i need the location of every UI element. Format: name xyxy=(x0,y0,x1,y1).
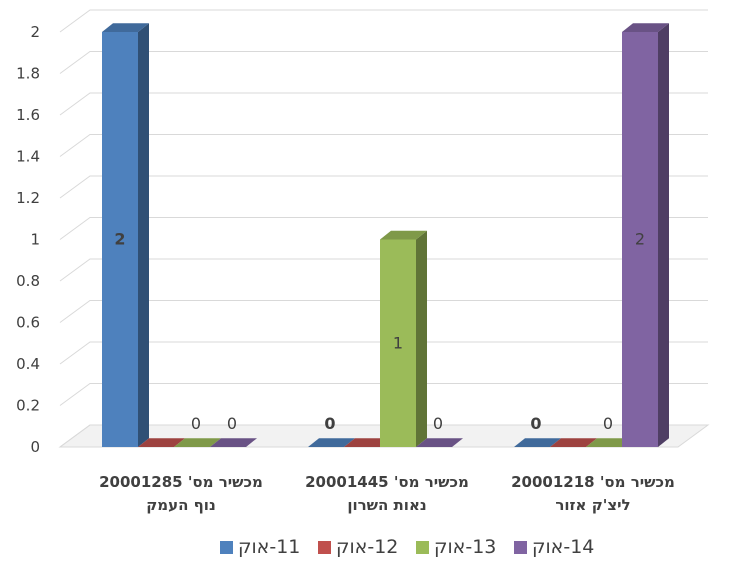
bar: 0 xyxy=(210,414,257,447)
bar: 0 xyxy=(416,414,463,447)
legend-label: 11-אוק xyxy=(238,536,300,558)
bar-top xyxy=(344,438,391,447)
y-tick-label: 0.6 xyxy=(16,314,40,332)
bar-top xyxy=(380,230,427,240)
x-category-label: נוף העמק xyxy=(146,496,216,514)
y-tick-label: 1.6 xyxy=(16,106,40,124)
gridline xyxy=(59,383,708,406)
gridline xyxy=(59,300,708,323)
data-label: 1 xyxy=(393,333,403,352)
data-label: 2 xyxy=(635,230,645,249)
y-tick-label: 0.8 xyxy=(16,272,40,290)
x-category-label: מכשיר מס' 20001285 xyxy=(99,473,263,491)
data-label: 0 xyxy=(603,414,613,433)
gridline xyxy=(59,341,708,365)
x-category-label: ליצ'ק אזור xyxy=(555,496,630,514)
gridline xyxy=(59,134,708,157)
y-tick-label: 0.4 xyxy=(16,355,40,373)
y-tick-label: 0.2 xyxy=(16,397,40,415)
bar: 0 xyxy=(174,414,221,447)
bar-top xyxy=(622,23,669,32)
data-label: 0 xyxy=(324,414,335,433)
bar-top xyxy=(416,438,463,447)
data-label: 0 xyxy=(530,414,541,433)
bar-top xyxy=(138,438,185,447)
x-category-label: נאות השרון xyxy=(347,496,426,514)
bar-top xyxy=(514,438,561,447)
bar: 0 xyxy=(308,414,355,447)
bar: 0 xyxy=(586,414,633,447)
bar: 2 xyxy=(102,23,149,447)
gridline xyxy=(59,51,708,74)
data-label: 0 xyxy=(433,414,443,433)
y-tick-label: 1 xyxy=(30,231,40,249)
gridline xyxy=(59,175,708,199)
bar: 2 xyxy=(622,23,669,447)
gridline xyxy=(59,424,708,448)
x-category-label: מכשיר מס' 20001445 xyxy=(305,473,469,491)
legend-swatch xyxy=(220,541,233,554)
legend-label: 12-אוק xyxy=(336,536,398,558)
bar-top xyxy=(174,438,221,447)
data-label: 0 xyxy=(227,414,237,433)
gridline xyxy=(59,92,708,116)
gridline xyxy=(59,217,708,240)
gridline xyxy=(59,9,708,33)
bar-front xyxy=(622,32,658,447)
legend-label: 13-אוק xyxy=(434,536,496,558)
y-tick-label: 1.8 xyxy=(16,65,40,83)
data-label: 2 xyxy=(114,230,125,249)
y-tick-label: 2 xyxy=(30,23,40,41)
bar: 1 xyxy=(380,230,427,447)
y-tick-label: 1.2 xyxy=(16,189,40,207)
bar-side xyxy=(658,23,669,447)
y-tick-label: 0 xyxy=(30,438,40,456)
bar-side xyxy=(416,230,427,447)
y-tick-label: 1.4 xyxy=(16,148,40,166)
bar xyxy=(550,438,597,447)
gridline xyxy=(59,258,708,282)
bar-top xyxy=(586,438,633,447)
bar-side xyxy=(138,23,149,447)
x-category-label: מכשיר מס' 20001218 xyxy=(511,473,675,491)
bar-top xyxy=(308,438,355,447)
legend-swatch xyxy=(318,541,331,554)
bar-top xyxy=(210,438,257,447)
legend-label: 14-אוק xyxy=(532,536,594,558)
bar: 0 xyxy=(514,414,561,447)
legend-swatch xyxy=(416,541,429,554)
bar-top xyxy=(550,438,597,447)
data-label: 0 xyxy=(191,414,201,433)
bar-front xyxy=(102,32,138,447)
bar-front xyxy=(380,239,416,447)
bar xyxy=(138,438,185,447)
legend-swatch xyxy=(514,541,527,554)
bar xyxy=(344,438,391,447)
bar-top xyxy=(102,23,149,32)
